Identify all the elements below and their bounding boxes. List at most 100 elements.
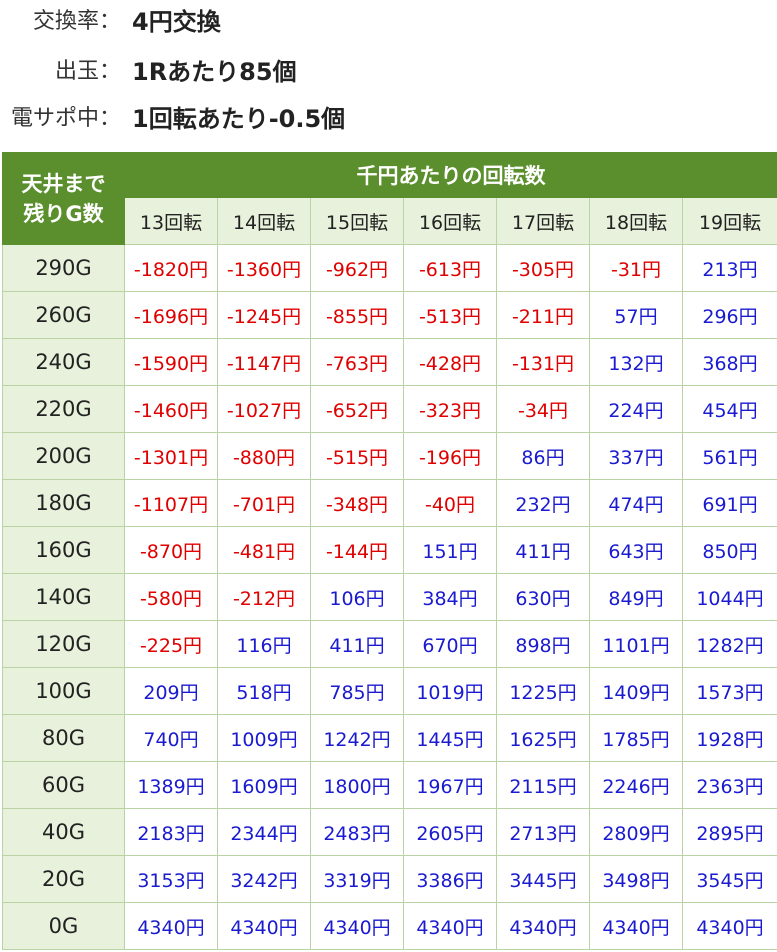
table-cell: 411円 [310, 620, 404, 668]
payout-value: 1Rあたり85個 [132, 58, 297, 86]
info-row-payout: 出玉： 1Rあたり85個 [0, 52, 777, 92]
table-cell: 740円 [124, 714, 218, 762]
table-row: 100G 209円 518円 785円 1019円 1225円 1409円 1573円 [2, 667, 777, 715]
table-cell: 4340円 [496, 902, 590, 950]
table-cell: 132円 [589, 338, 683, 386]
table-cell: -196円 [403, 432, 497, 480]
table-cell: 3445円 [496, 855, 590, 903]
table-cell: -40円 [403, 479, 497, 527]
table-cell: -1460円 [124, 385, 218, 433]
info-row-support: 電サポ中： 1回転あたり-0.5個 [0, 99, 777, 139]
table-cell: 1101円 [589, 620, 683, 668]
table-cell: 2344円 [217, 808, 311, 856]
table-cell: -305円 [496, 244, 590, 292]
table-cell: 1009円 [217, 714, 311, 762]
row-header: 180G [2, 479, 125, 527]
column-header: 14回転 [217, 197, 311, 245]
table-cell: -870円 [124, 526, 218, 574]
table-cell: 116円 [217, 620, 311, 668]
table-cell: -1027円 [217, 385, 311, 433]
table-cell: 3386円 [403, 855, 497, 903]
column-header: 17回転 [496, 197, 590, 245]
corner-header-line2: 残りG数 [23, 201, 104, 226]
row-header: 290G [2, 244, 125, 292]
table-cell: 1242円 [310, 714, 404, 762]
table-row: 40G 2183円 2344円 2483円 2605円 2713円 2809円 2895円 [2, 808, 777, 856]
table-cell: -212円 [217, 573, 311, 621]
support-value: 1回転あたり-0.5個 [132, 105, 346, 133]
table-cell: 86円 [496, 432, 590, 480]
table-cell: 2895円 [681, 808, 777, 856]
table-cell: 849円 [589, 573, 683, 621]
table-cell: 1967円 [403, 761, 497, 809]
table-cell: 1019円 [403, 667, 497, 715]
table-cell: 151円 [403, 526, 497, 574]
table-cell: 1800円 [310, 761, 404, 809]
table-cell: -31円 [589, 244, 683, 292]
table-cell: 3319円 [310, 855, 404, 903]
table-cell: 1625円 [496, 714, 590, 762]
table-cell: 57円 [589, 291, 683, 339]
table-cell: 411円 [496, 526, 590, 574]
support-label: 電サポ中： [10, 106, 121, 131]
row-header: 0G [2, 902, 125, 950]
row-header: 140G [2, 573, 125, 621]
table-cell: -1245円 [217, 291, 311, 339]
table-row: 290G -1820円 -1360円 -962円 -613円 -305円 -31円 213円 [2, 244, 777, 292]
table-cell: -613円 [403, 244, 497, 292]
table-row: 240G -1590円 -1147円 -763円 -428円 -131円 132円 368円 [2, 338, 777, 386]
table-row: 0G 4340円 4340円 4340円 4340円 4340円 4340円 4340円 [2, 902, 777, 950]
table-cell: 2713円 [496, 808, 590, 856]
table-row: 140G -580円 -212円 106円 384円 630円 849円 1044円 [2, 573, 777, 621]
table-row: 160G -870円 -481円 -144円 151円 411円 643円 850円 [2, 526, 777, 574]
row-header: 220G [2, 385, 125, 433]
table-cell: 1445円 [403, 714, 497, 762]
table-cell: 561円 [681, 432, 777, 480]
payout-label: 出玉： [54, 59, 121, 84]
table-cell: -1820円 [124, 244, 218, 292]
table-cell: 4340円 [124, 902, 218, 950]
row-header: 260G [2, 291, 125, 339]
column-header: 18回転 [589, 197, 683, 245]
table-cell: 898円 [496, 620, 590, 668]
table-cell: 1389円 [124, 761, 218, 809]
table-row: 200G -1301円 -880円 -515円 -196円 86円 337円 561円 [2, 432, 777, 480]
table-cell: 1573円 [681, 667, 777, 715]
table-cell: 337円 [589, 432, 683, 480]
table-cell: -323円 [403, 385, 497, 433]
table-cell: 2809円 [589, 808, 683, 856]
row-header: 80G [2, 714, 125, 762]
table-cell: -1147円 [217, 338, 311, 386]
table-cell: -348円 [310, 479, 404, 527]
table-cell: -513円 [403, 291, 497, 339]
table-cell: -144円 [310, 526, 404, 574]
table-cell: 2115円 [496, 761, 590, 809]
table-row: 60G 1389円 1609円 1800円 1967円 2115円 2246円 2363円 [2, 761, 777, 809]
info-row-exchange-rate: 交換率： 4円交換 [0, 2, 777, 42]
table-cell: -962円 [310, 244, 404, 292]
table-cell: 1409円 [589, 667, 683, 715]
table-cell: 213円 [681, 244, 777, 292]
table-cell: 4340円 [310, 902, 404, 950]
column-header: 16回転 [403, 197, 497, 245]
row-header: 60G [2, 761, 125, 809]
table-cell: 2246円 [589, 761, 683, 809]
table-cell: 2183円 [124, 808, 218, 856]
table-row: 260G -1696円 -1245円 -855円 -513円 -211円 57円 296円 [2, 291, 777, 339]
table-cell: -515円 [310, 432, 404, 480]
table-cell: -580円 [124, 573, 218, 621]
table-cell: 2363円 [681, 761, 777, 809]
table-cell: 224円 [589, 385, 683, 433]
table-cell: 232円 [496, 479, 590, 527]
table-cell: 368円 [681, 338, 777, 386]
table-row: 120G -225円 116円 411円 670円 898円 1101円 1282円 [2, 620, 777, 668]
table-cell: 106円 [310, 573, 404, 621]
row-header: 120G [2, 620, 125, 668]
table-row: 180G -1107円 -701円 -348円 -40円 232円 474円 691円 [2, 479, 777, 527]
table-cell: 454円 [681, 385, 777, 433]
expected-value-table: 天井まで 残りG数 千円あたりの回転数 13回転 14回転 15回転 16回転 17回転… [2, 152, 777, 950]
table-cell: 1044円 [681, 573, 777, 621]
table-cell: 2483円 [310, 808, 404, 856]
table-cell: 296円 [681, 291, 777, 339]
column-header: 15回転 [310, 197, 404, 245]
